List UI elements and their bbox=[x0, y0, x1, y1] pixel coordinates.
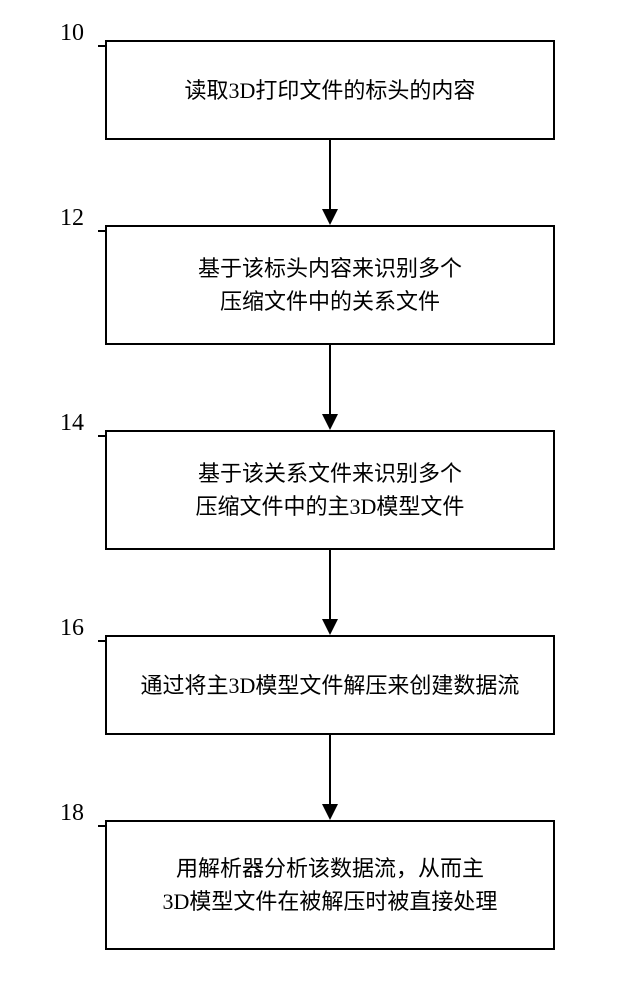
arrow-line bbox=[329, 140, 331, 209]
step-label-12: 12 bbox=[60, 205, 84, 232]
step-text-12: 基于该标头内容来识别多个 压缩文件中的关系文件 bbox=[198, 252, 462, 318]
step-label-10: 10 bbox=[60, 20, 84, 47]
arrow-head bbox=[322, 209, 338, 225]
step-label-18: 18 bbox=[60, 800, 84, 827]
step-text-10: 读取3D打印文件的标头的内容 bbox=[185, 74, 476, 107]
step-label-14: 14 bbox=[60, 410, 84, 437]
step-box-14: 基于该关系文件来识别多个 压缩文件中的主3D模型文件 bbox=[105, 430, 555, 550]
step-box-18: 用解析器分析该数据流，从而主 3D模型文件在被解压时被直接处理 bbox=[105, 820, 555, 950]
flowchart-canvas: 10 读取3D打印文件的标头的内容 12 基于该标头内容来识别多个 压缩文件中的… bbox=[0, 0, 620, 1000]
step-label-16: 16 bbox=[60, 615, 84, 642]
arrow-head bbox=[322, 804, 338, 820]
step-box-16: 通过将主3D模型文件解压来创建数据流 bbox=[105, 635, 555, 735]
arrow-line bbox=[329, 550, 331, 619]
arrow-head bbox=[322, 619, 338, 635]
arrow-line bbox=[329, 735, 331, 804]
step-text-18: 用解析器分析该数据流，从而主 3D模型文件在被解压时被直接处理 bbox=[163, 852, 498, 918]
arrow-line bbox=[329, 345, 331, 414]
step-box-12: 基于该标头内容来识别多个 压缩文件中的关系文件 bbox=[105, 225, 555, 345]
step-text-14: 基于该关系文件来识别多个 压缩文件中的主3D模型文件 bbox=[196, 457, 465, 523]
arrow-head bbox=[322, 414, 338, 430]
step-text-16: 通过将主3D模型文件解压来创建数据流 bbox=[141, 669, 520, 702]
step-box-10: 读取3D打印文件的标头的内容 bbox=[105, 40, 555, 140]
